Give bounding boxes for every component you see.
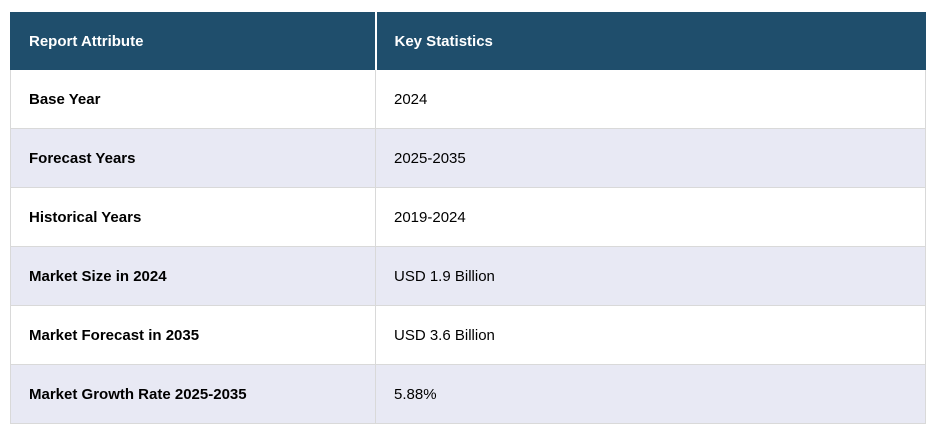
table-row: Historical Years 2019-2024: [10, 187, 926, 247]
table-row: Base Year 2024: [10, 69, 926, 129]
value-cell: 2019-2024: [375, 187, 926, 247]
column-header-key-statistics: Key Statistics: [375, 12, 926, 70]
table-row: Market Forecast in 2035 USD 3.6 Billion: [10, 305, 926, 365]
column-header-report-attribute: Report Attribute: [10, 12, 377, 70]
attribute-cell: Market Growth Rate 2025-2035: [10, 364, 376, 424]
value-cell: 5.88%: [375, 364, 926, 424]
report-statistics-table: Report Attribute Key Statistics Base Yea…: [10, 12, 926, 424]
table-body: Base Year 2024 Forecast Years 2025-2035 …: [10, 69, 926, 424]
value-cell: USD 3.6 Billion: [375, 305, 926, 365]
attribute-cell: Historical Years: [10, 187, 376, 247]
table-row: Forecast Years 2025-2035: [10, 128, 926, 188]
table-row: Market Size in 2024 USD 1.9 Billion: [10, 246, 926, 306]
table-header: Report Attribute Key Statistics: [10, 12, 926, 70]
attribute-cell: Base Year: [10, 69, 376, 129]
report-statistics-table-container: Report Attribute Key Statistics Base Yea…: [10, 12, 926, 424]
attribute-cell: Market Forecast in 2035: [10, 305, 376, 365]
value-cell: USD 1.9 Billion: [375, 246, 926, 306]
attribute-cell: Market Size in 2024: [10, 246, 376, 306]
table-row: Market Growth Rate 2025-2035 5.88%: [10, 364, 926, 424]
value-cell: 2025-2035: [375, 128, 926, 188]
header-row: Report Attribute Key Statistics: [10, 12, 926, 70]
value-cell: 2024: [375, 69, 926, 129]
attribute-cell: Forecast Years: [10, 128, 376, 188]
